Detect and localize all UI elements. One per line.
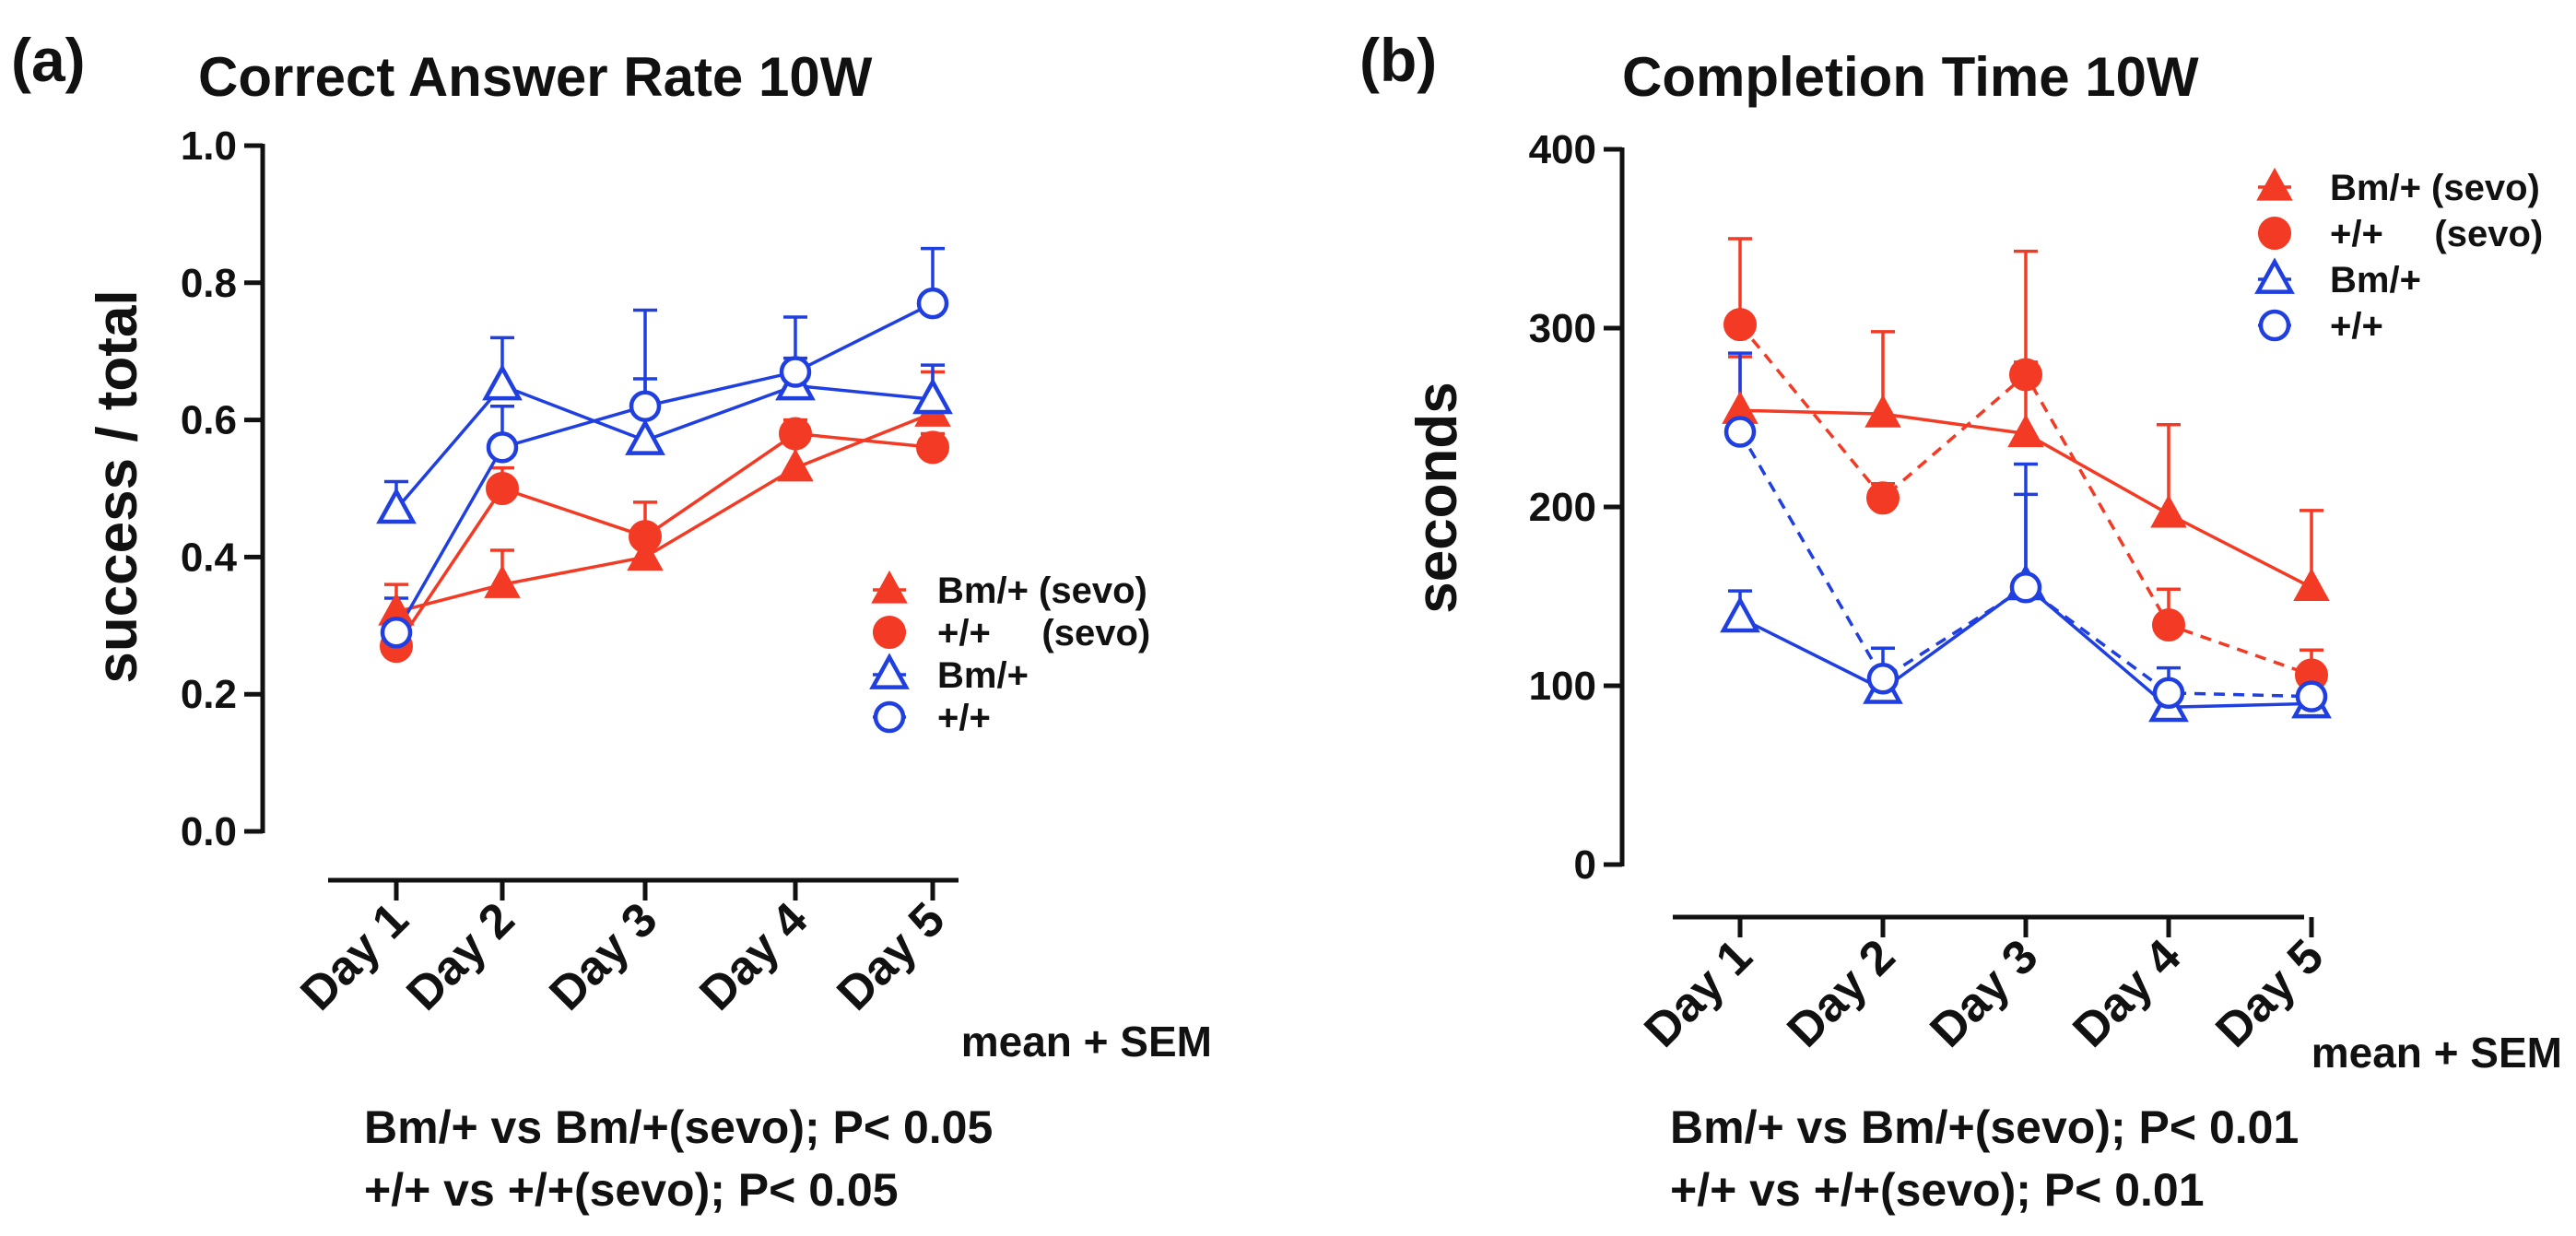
chart-b-legend-label: Bm/+: [2330, 260, 2421, 300]
chart-a-stat-line-1: Bm/+ vs Bm/+(sevo); P< 0.05: [364, 1101, 993, 1153]
chart-b-point-: [2295, 680, 2328, 712]
chart-b-point-bm-sevo: [2007, 414, 2044, 448]
chart-b-legend-label: +/+ (sevo): [2330, 214, 2543, 254]
chart-a-point-: [380, 616, 413, 649]
chart-b-point-bm-sevo: [2150, 494, 2187, 528]
chart-a-point-sevo: [779, 417, 812, 451]
chart-b-point-sevo: [1866, 481, 1900, 515]
panel-a-correct-answer-rate: (a) Correct Answer Rate 10W success / to…: [11, 26, 1212, 1216]
chart-a-point-bm: [625, 418, 665, 455]
chart-b-title: Completion Time 10W: [1622, 46, 2199, 108]
chart-a-point-bm: [376, 487, 417, 524]
chart-a-ytick-label: 0.8: [181, 261, 237, 306]
panel-b-completion-time: (b) Completion Time 10W seconds 0 100 200 3…: [1359, 26, 2562, 1216]
chart-b-legend-marker-bm: [2254, 257, 2295, 294]
chart-a-ytick-label: 0.4: [181, 535, 238, 580]
chart-b-ytick-label: 400: [1529, 127, 1596, 172]
chart-a-xtick-label: Day 4: [689, 892, 817, 1020]
chart-a-legend-item-bm: Bm/+: [869, 653, 1029, 696]
chart-a-sem-note: mean + SEM: [961, 1018, 1212, 1065]
chart-a-point-bm-sevo: [627, 537, 664, 571]
chart-b-xtick-label: Day 3: [1920, 929, 2048, 1057]
chart-a-legend-label: +/+ (sevo): [937, 613, 1150, 653]
chart-a-xtick-label: Day 5: [827, 892, 955, 1020]
chart-a-point-sevo: [629, 520, 662, 554]
chart-a-line-sevo: [394, 431, 934, 648]
chart-a-legend-item-bm-sevo: Bm/+ (sevo): [871, 570, 1147, 611]
chart-b-ylabel: seconds: [1406, 382, 1469, 614]
chart-b-legend-marker-: [2258, 309, 2291, 342]
chart-b-point-sevo: [2152, 608, 2185, 642]
panel-b-label: (b): [1359, 26, 1437, 94]
chart-b-legend: Bm/+ (sevo) +/+ (sevo) Bm/+ +/+: [2254, 167, 2543, 347]
chart-a-stat-line-2: +/+ vs +/+(sevo); P< 0.05: [364, 1164, 899, 1216]
chart-b-xtick-label: Day 2: [1777, 929, 1905, 1057]
chart-a-xtick-label: Day 3: [539, 892, 667, 1020]
chart-b-point-: [1723, 416, 1757, 448]
chart-a-ytick-label: 0.6: [181, 398, 237, 443]
chart-a-legend-marker-sevo: [873, 616, 906, 649]
chart-a-point-: [779, 356, 812, 388]
chart-b-xtick-label: Day 4: [2063, 929, 2191, 1057]
chart-b-point-bm-sevo: [2293, 568, 2330, 601]
chart-b-legend-item-: +/+: [2258, 306, 2383, 347]
chart-b-legend-marker-sevo: [2258, 217, 2291, 250]
chart-a-point-: [916, 287, 949, 320]
chart-a-ytick-label: 1.0: [181, 124, 237, 169]
chart-a-legend-label: Bm/+ (sevo): [937, 571, 1147, 611]
chart-a-xtick-label: Day 2: [396, 892, 524, 1020]
chart-a-legend-marker-: [873, 700, 906, 734]
chart-a-point-bm-sevo: [777, 448, 814, 482]
chart-b-legend-label: +/+: [2330, 306, 2383, 347]
chart-b-point-: [1866, 662, 1900, 695]
chart-a-legend-label: Bm/+: [937, 655, 1029, 696]
chart-a-ytick-label: 0.0: [181, 809, 237, 854]
chart-b-point-: [2009, 571, 2042, 604]
chart-b-stat-line-2: +/+ vs +/+(sevo); P< 0.01: [1670, 1164, 2205, 1216]
chart-a-line-bm-sevo: [395, 411, 934, 614]
chart-b-ytick-label: 200: [1529, 485, 1596, 530]
chart-a-point-: [486, 431, 519, 464]
chart-a-ylabel: success / total: [86, 289, 149, 683]
chart-a-legend-item-sevo: +/+ (sevo): [873, 613, 1150, 653]
chart-b-legend-item-sevo: +/+ (sevo): [2258, 214, 2543, 254]
chart-a-point-sevo: [486, 472, 519, 505]
chart-a-ytick-label: 0.2: [181, 672, 237, 717]
chart-a-point-sevo: [916, 430, 949, 465]
chart-b-legend-item-bm: Bm/+: [2254, 257, 2421, 300]
chart-b-legend-item-bm-sevo: Bm/+ (sevo): [2256, 167, 2540, 208]
chart-a-point-: [629, 390, 662, 422]
chart-a-legend-marker-bm: [869, 653, 910, 689]
chart-b-xtick-label: Day 1: [1634, 929, 1762, 1057]
chart-b-legend-marker-bm-sevo: [2256, 167, 2293, 201]
chart-a-xtick-label: Day 1: [290, 892, 418, 1020]
chart-a-point-bm-sevo: [484, 565, 521, 598]
chart-b-legend-label: Bm/+ (sevo): [2330, 168, 2540, 208]
chart-b-stat-line-1: Bm/+ vs Bm/+(sevo); P< 0.01: [1670, 1101, 2299, 1153]
chart-a-point-bm: [482, 363, 523, 401]
chart-b-sem-note: mean + SEM: [2311, 1029, 2562, 1077]
chart-a-line-: [394, 301, 934, 634]
chart-a-legend-marker-bm-sevo: [871, 570, 908, 604]
panel-a-label: (a): [11, 26, 86, 94]
chart-a-legend: Bm/+ (sevo)+/+ (sevo)Bm/++/+: [869, 570, 1150, 738]
chart-a-title: Correct Answer Rate 10W: [198, 46, 873, 108]
chart-b-point-sevo: [1723, 308, 1757, 342]
chart-a-point-bm: [912, 377, 953, 415]
chart-b-point-sevo: [2009, 358, 2042, 392]
chart-b-ytick-label: 300: [1529, 306, 1596, 351]
chart-b-ytick-label: 100: [1529, 664, 1596, 709]
chart-b-point-bm: [1720, 595, 1760, 633]
chart-b-point-: [2152, 677, 2185, 710]
chart-a-legend-label: +/+: [937, 698, 991, 738]
chart-b-point-bm-sevo: [1864, 394, 1901, 428]
chart-a-legend-item-: +/+: [873, 698, 991, 738]
chart-b-ytick-label: 0: [1574, 842, 1596, 888]
